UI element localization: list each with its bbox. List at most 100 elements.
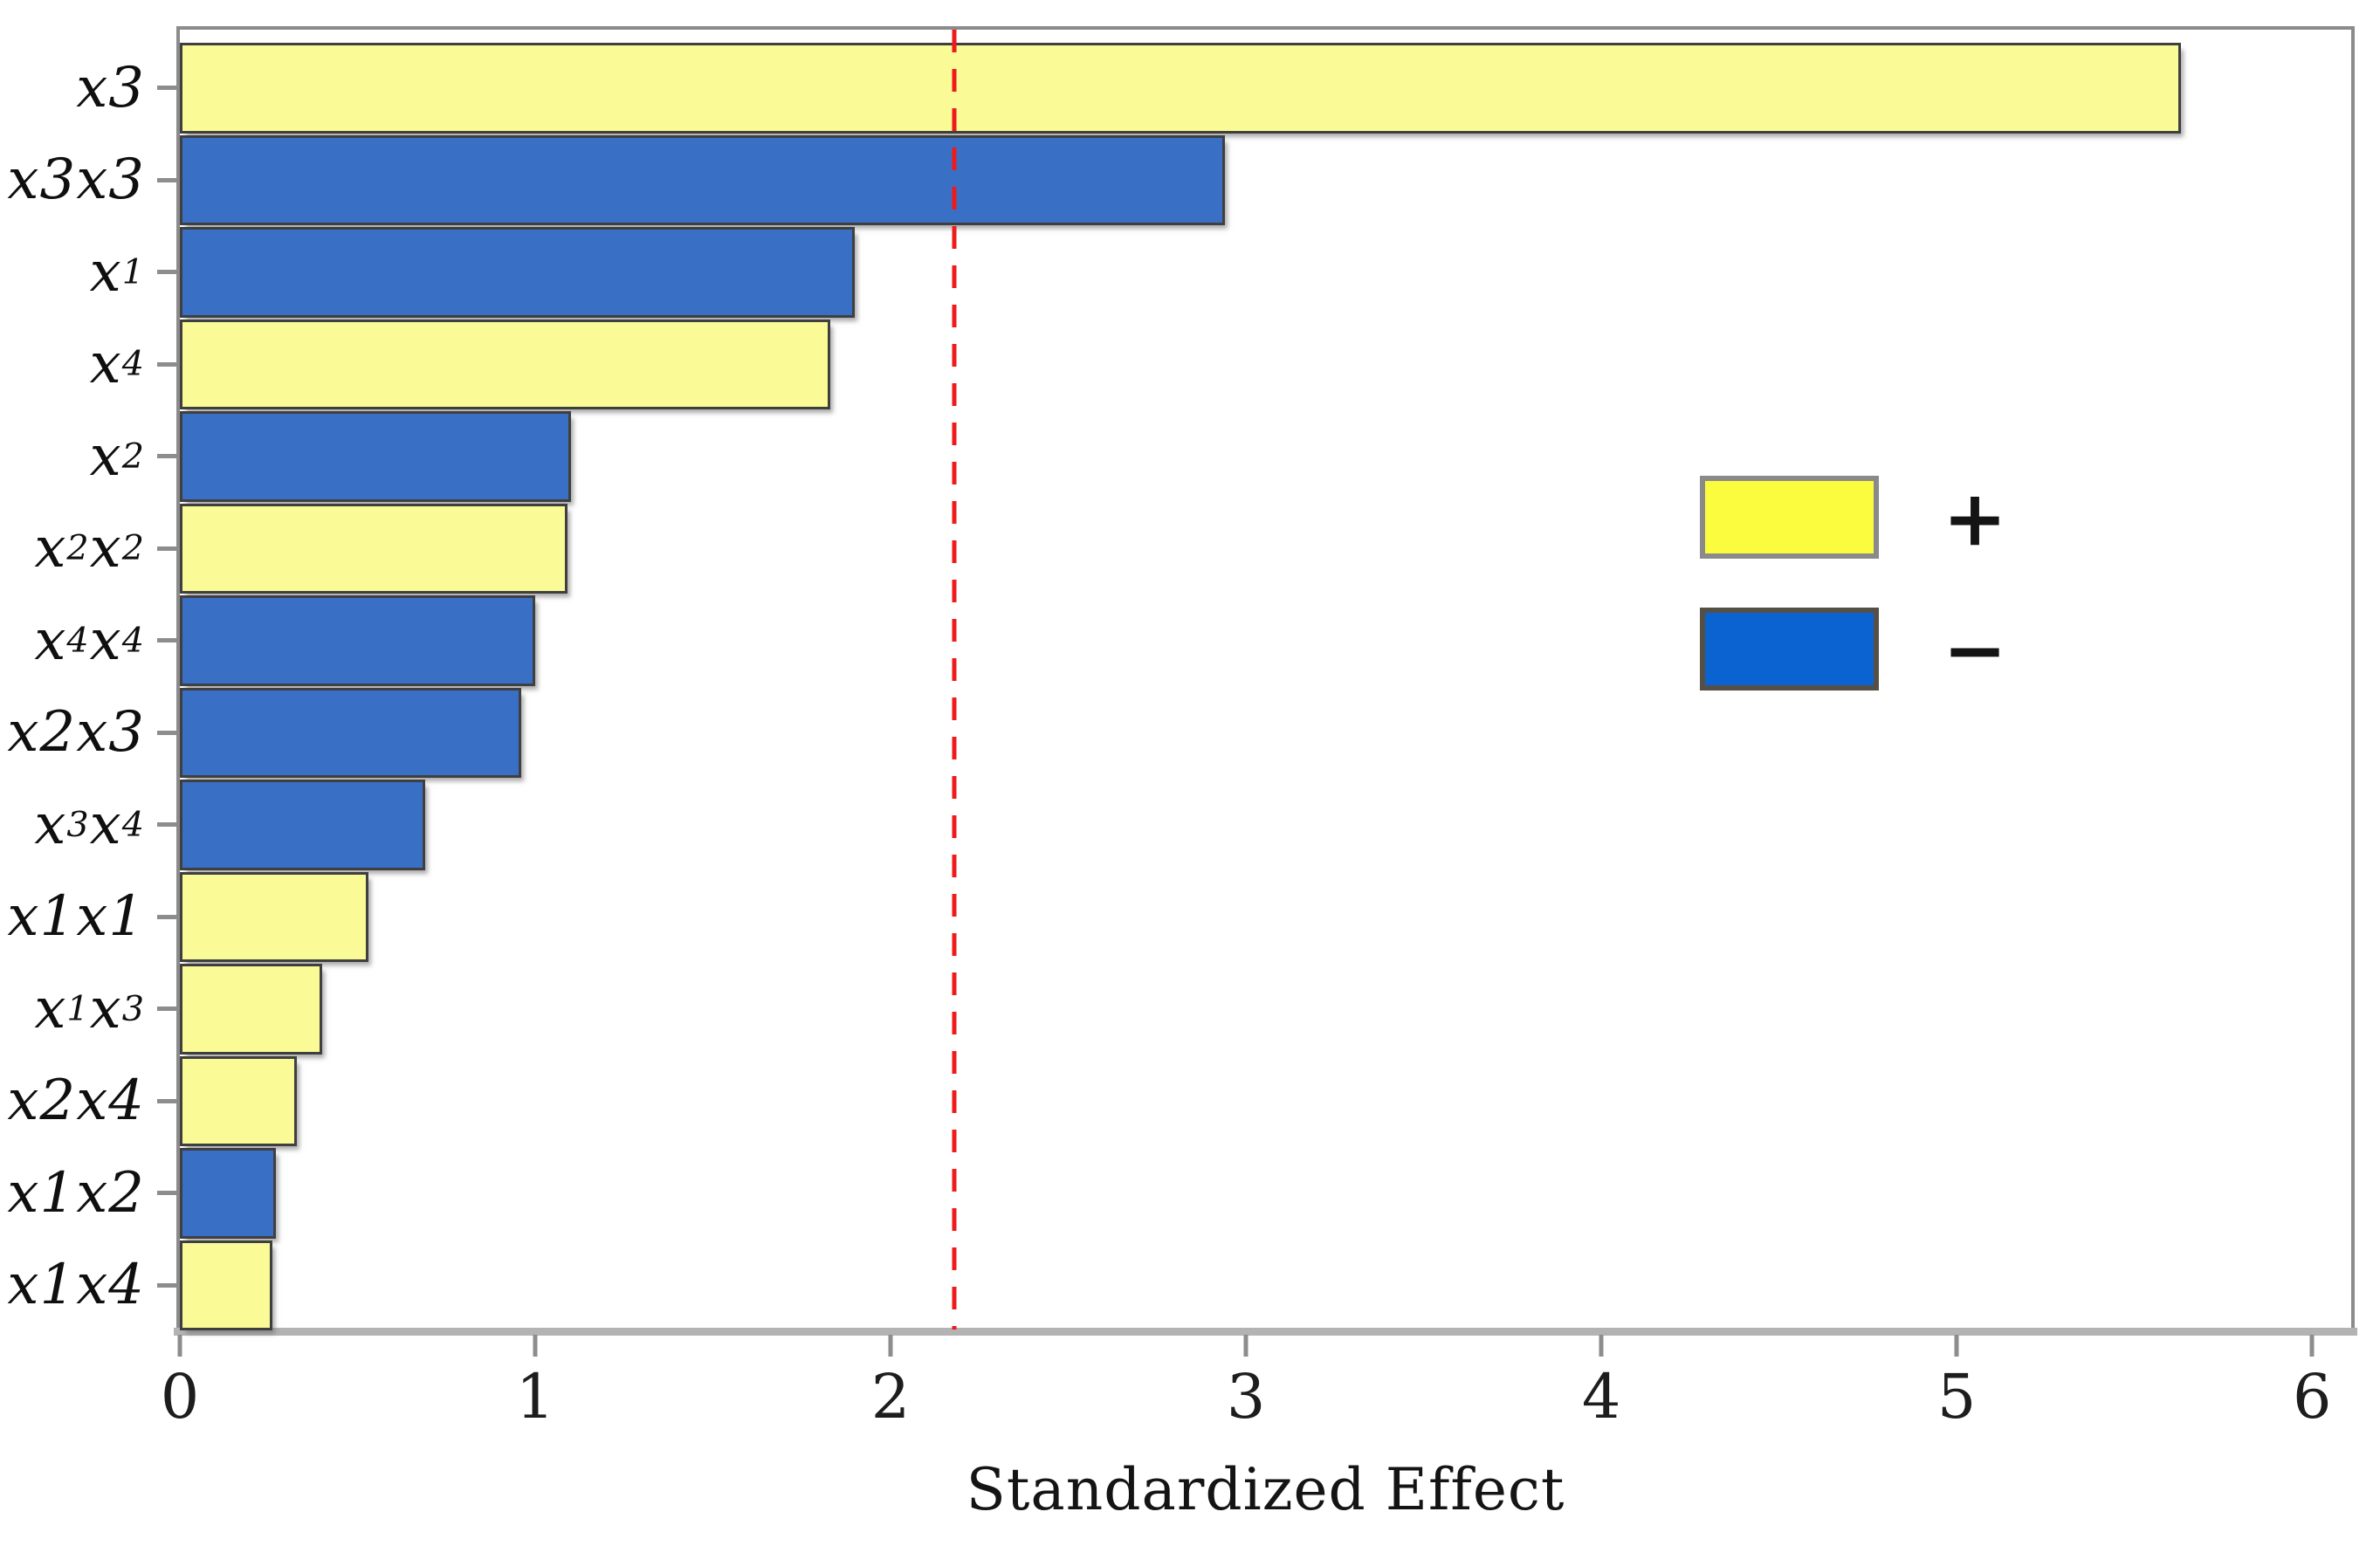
x-tick-label: 2 bbox=[870, 1361, 911, 1433]
y-tick-cell bbox=[157, 871, 180, 964]
y-tick bbox=[157, 454, 176, 459]
bar-row: x1x2 bbox=[0, 1147, 2351, 1240]
x-tick-label: 3 bbox=[1226, 1361, 1266, 1433]
x-tick-label: 5 bbox=[1936, 1361, 1977, 1433]
y-tick bbox=[157, 270, 176, 275]
legend-label-negative: − bbox=[1943, 603, 2007, 695]
y-tick-cell bbox=[157, 687, 180, 780]
x-tick-mark bbox=[1954, 1335, 1959, 1357]
bar bbox=[180, 780, 425, 870]
x-axis-line bbox=[174, 1328, 2357, 1336]
subscript-digit: 2 bbox=[121, 436, 145, 477]
legend-entry-negative: − bbox=[1700, 608, 2010, 691]
y-axis-label: x3 bbox=[76, 55, 145, 120]
y-tick-cell bbox=[157, 226, 180, 319]
bar-row: x3x3 bbox=[0, 134, 2351, 227]
bar bbox=[180, 1240, 272, 1330]
bar bbox=[180, 687, 521, 778]
y-tick bbox=[157, 177, 176, 182]
bar-track bbox=[180, 687, 2351, 780]
subscript-digit: 4 bbox=[66, 620, 90, 661]
y-tick-cell bbox=[157, 1147, 180, 1240]
y-tick-cell bbox=[157, 503, 180, 595]
y-tick bbox=[157, 86, 176, 91]
bar bbox=[180, 319, 830, 409]
subscript-digit: 1 bbox=[66, 988, 90, 1029]
y-tick bbox=[157, 914, 176, 919]
y-axis-label: x1x2 bbox=[7, 1160, 145, 1226]
bar bbox=[180, 411, 571, 502]
bar bbox=[180, 503, 567, 594]
bar-track bbox=[180, 226, 2351, 319]
bar-track bbox=[180, 1147, 2351, 1240]
subscript-digit: 3 bbox=[66, 804, 90, 845]
legend: + − bbox=[1700, 476, 2010, 739]
legend-entry-positive: + bbox=[1700, 476, 2010, 559]
x-tick-label: 4 bbox=[1581, 1361, 1621, 1433]
bar bbox=[180, 134, 1225, 225]
legend-swatch-positive bbox=[1700, 476, 1879, 559]
bar-track bbox=[180, 503, 2351, 595]
bar-track bbox=[180, 963, 2351, 1055]
y-tick bbox=[157, 822, 176, 828]
y-tick-cell bbox=[157, 779, 180, 871]
bar-row: x2x3 bbox=[0, 687, 2351, 780]
bar-row: x1x1 bbox=[0, 871, 2351, 964]
bar-track bbox=[180, 134, 2351, 227]
x-axis-ticks: 0 1 2 3 4 5 6 bbox=[161, 1335, 2351, 1457]
bar-track bbox=[180, 594, 2351, 687]
bar-track bbox=[180, 871, 2351, 964]
bar-track bbox=[180, 42, 2351, 134]
bar-track bbox=[180, 1055, 2351, 1148]
subscript-digit: 3 bbox=[121, 988, 145, 1029]
y-tick-cell bbox=[157, 594, 180, 687]
y-tick-cell bbox=[157, 1240, 180, 1332]
x-tick-mark bbox=[2309, 1335, 2315, 1357]
bar bbox=[180, 1148, 276, 1239]
bar-track bbox=[180, 410, 2351, 503]
y-axis-label: x3x3 bbox=[7, 148, 145, 213]
subscript-digit: 4 bbox=[121, 804, 145, 845]
bar bbox=[180, 871, 368, 962]
bars-rows: x3 x3x3 x 1 x 4 x 2 x 2 x 2 x 4 x 4 x2x3 x 3 x 4 x1x1 x 1 x 3 x2x4… bbox=[0, 42, 2351, 1331]
x-tick-label: 6 bbox=[2292, 1361, 2332, 1433]
x-axis-title: Standardized Effect bbox=[966, 1456, 1565, 1523]
bar-track bbox=[180, 1240, 2351, 1332]
y-tick bbox=[157, 638, 176, 643]
subscript-digit: 4 bbox=[121, 620, 145, 661]
y-tick bbox=[157, 361, 176, 367]
bar bbox=[180, 43, 2181, 134]
y-tick bbox=[157, 1282, 176, 1288]
bar-row: x2x4 bbox=[0, 1055, 2351, 1148]
y-axis-label: x2x4 bbox=[7, 1068, 145, 1134]
y-axis-label: x1x1 bbox=[7, 884, 145, 950]
y-tick bbox=[157, 546, 176, 551]
bar bbox=[180, 595, 536, 686]
y-tick-cell bbox=[157, 319, 180, 411]
y-axis-label: x1x4 bbox=[7, 1253, 145, 1318]
y-tick-cell bbox=[157, 134, 180, 227]
x-tick-mark bbox=[1599, 1335, 1604, 1357]
x-tick-mark bbox=[533, 1335, 538, 1357]
y-tick bbox=[157, 1007, 176, 1012]
x-tick-mark bbox=[177, 1335, 182, 1357]
subscript-digit: 4 bbox=[121, 344, 145, 385]
bar bbox=[180, 964, 322, 1055]
bar-track bbox=[180, 319, 2351, 411]
y-tick bbox=[157, 730, 176, 735]
y-tick-cell bbox=[157, 1055, 180, 1148]
subscript-digit: 1 bbox=[121, 251, 145, 292]
